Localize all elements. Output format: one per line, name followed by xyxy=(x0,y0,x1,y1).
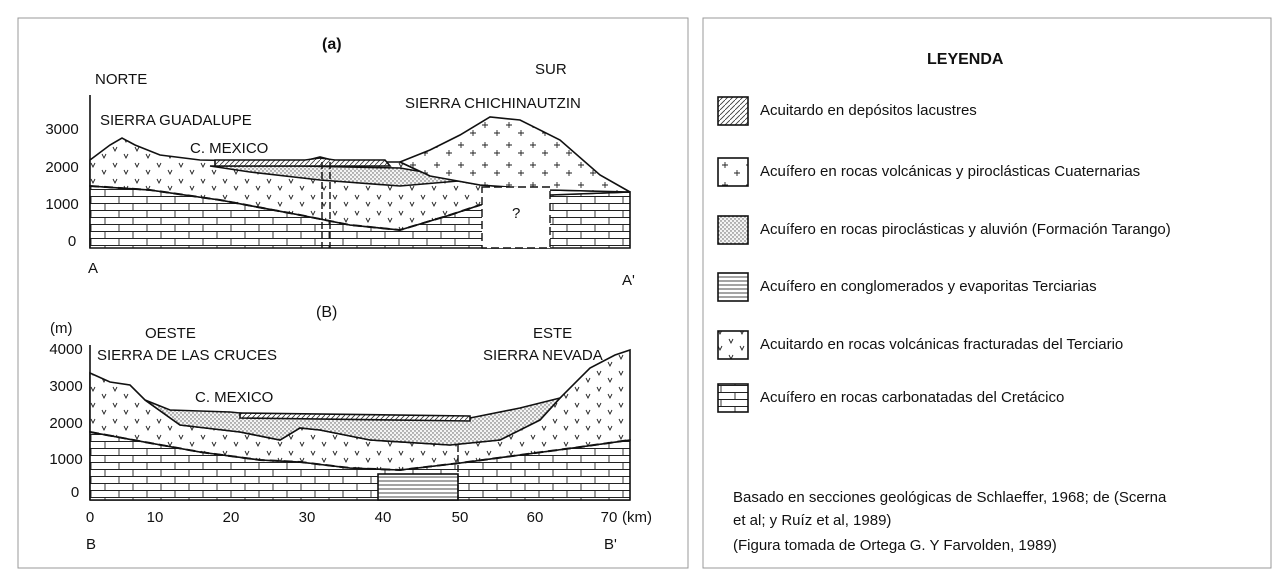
source-note: (Figura tomada de Ortega G. Y Farvolden,… xyxy=(733,537,1057,554)
direction: SUR xyxy=(535,61,567,78)
body: (a) NORTE SUR SIERRA GUADALUPE SIERRA CH… xyxy=(0,0,1277,573)
y-label: 0 xyxy=(71,484,79,501)
legend-item: Acuitardo en rocas volcánicas fracturada… xyxy=(760,336,1123,353)
legend-swatch xyxy=(718,158,748,186)
y-label: 1000 xyxy=(45,196,78,213)
endpoint: A xyxy=(88,260,98,277)
y-label: 4000 xyxy=(49,341,82,358)
legend-swatch xyxy=(718,216,748,244)
y-label: 2000 xyxy=(45,159,78,176)
x-label: 70 xyxy=(601,509,618,526)
figure: (a) NORTE SUR SIERRA GUADALUPE SIERRA CH… xyxy=(0,0,1277,573)
source-note: Basado en secciones geológicas de Schlae… xyxy=(733,489,1167,506)
direction: OESTE xyxy=(145,325,196,342)
legend-swatch xyxy=(718,97,748,125)
source-note: et al; y Ruíz et al, 1989) xyxy=(733,512,891,529)
unknown-label: ? xyxy=(512,205,520,222)
y-label: 3000 xyxy=(49,378,82,395)
section-b: (B) (m) OESTE ESTE SIERRA DE LAS CRUCES … xyxy=(49,304,652,553)
y-label: 1000 xyxy=(49,451,82,468)
range-name: SIERRA DE LAS CRUCES xyxy=(97,347,277,364)
range-name: SIERRA NEVADA xyxy=(483,347,603,364)
legend-swatch xyxy=(718,273,748,301)
city-label: C. MEXICO xyxy=(195,389,273,406)
legend-item: Acuífero en rocas piroclásticas y aluvió… xyxy=(760,221,1171,238)
y-label: 0 xyxy=(68,233,76,250)
legend-title: LEYENDA xyxy=(927,51,1004,68)
range-name: SIERRA GUADALUPE xyxy=(100,112,252,129)
legend-item: Acuífero en conglomerados y evaporitas T… xyxy=(760,278,1097,295)
legend-item: Acuitardo en depósitos lacustres xyxy=(760,102,977,119)
legend-item: Acuífero en rocas carbonatadas del Cretá… xyxy=(760,389,1064,406)
endpoint: B' xyxy=(604,536,617,553)
x-label: 50 xyxy=(452,509,469,526)
legend-swatch xyxy=(718,331,748,359)
x-unit: (km) xyxy=(622,509,652,526)
x-label: 60 xyxy=(527,509,544,526)
section-label: (a) xyxy=(322,36,342,53)
x-label: 0 xyxy=(86,509,94,526)
direction: ESTE xyxy=(533,325,572,342)
lacustrine xyxy=(215,158,390,166)
section-a: (a) NORTE SUR SIERRA GUADALUPE SIERRA CH… xyxy=(45,36,635,289)
endpoint: B xyxy=(86,536,96,553)
y-label: 2000 xyxy=(49,415,82,432)
direction: NORTE xyxy=(95,71,147,88)
legend-item: Acuífero en rocas volcánicas y piroclást… xyxy=(760,163,1140,180)
unit-label: (m) xyxy=(50,320,73,337)
x-label: 30 xyxy=(299,509,316,526)
conglomerate xyxy=(378,474,458,500)
y-label: 3000 xyxy=(45,121,78,138)
range-name: SIERRA CHICHINAUTZIN xyxy=(405,95,581,112)
x-label: 20 xyxy=(223,509,240,526)
city-label: C. MEXICO xyxy=(190,140,268,157)
x-label: 40 xyxy=(375,509,392,526)
legend: LEYENDA Acuitardo en depósitos lacustres… xyxy=(718,51,1171,554)
x-label: 10 xyxy=(147,509,164,526)
section-label: (B) xyxy=(316,304,337,321)
page: Secciones geológicas {"section_a": {"lab… xyxy=(0,0,1277,573)
endpoint: A' xyxy=(622,272,635,289)
legend-swatch xyxy=(718,384,748,412)
